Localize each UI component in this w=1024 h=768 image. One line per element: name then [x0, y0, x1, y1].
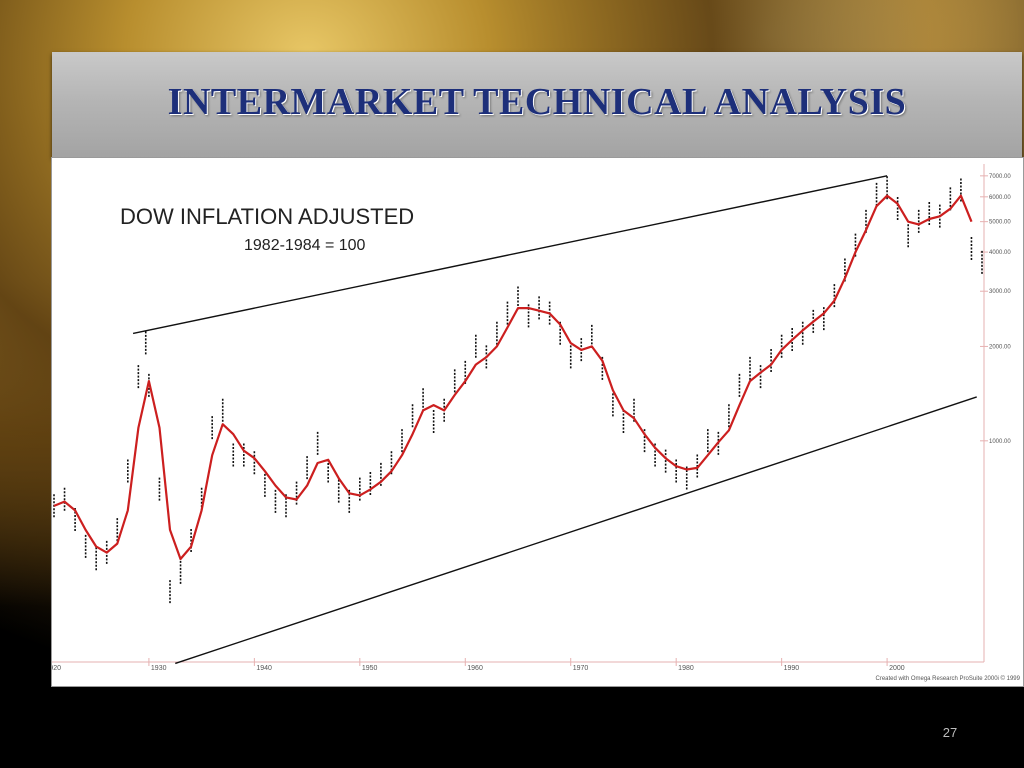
- lower-channel-line: [175, 396, 977, 665]
- x-tick-label: 1980: [678, 665, 694, 672]
- chart-subtitle: 1982-1984 = 100: [244, 237, 366, 254]
- y-tick-label: 1000.00: [989, 439, 1011, 445]
- x-tick-label: 1990: [784, 665, 800, 672]
- page-number: 27: [942, 725, 958, 740]
- trend-channel: [132, 175, 977, 665]
- dow-inflation-adjusted-chart: DOW INFLATION ADJUSTED 1982-1984 = 100 1…: [52, 158, 1023, 686]
- upper-channel-line: [132, 175, 888, 335]
- title-banner: [52, 52, 1022, 158]
- y-tick-label: 2000.00: [989, 344, 1011, 350]
- x-tick-label: 1930: [151, 665, 167, 672]
- y-tick-label: 4000.00: [989, 250, 1011, 256]
- moving-average-line: [53, 194, 973, 561]
- slide-title: INTERMARKET TECHNICAL ANALYSIS: [167, 81, 907, 123]
- x-tick-label: 1940: [256, 665, 272, 672]
- x-tick-label: 1970: [573, 665, 589, 672]
- x-tick-label: 2000: [889, 665, 905, 672]
- moving-average-series: [53, 194, 973, 561]
- y-tick-label: 7000.00: [989, 174, 1011, 180]
- chart-title: DOW INFLATION ADJUSTED: [120, 204, 414, 229]
- y-tick-label: 6000.00: [989, 195, 1011, 201]
- y-axis-ticks: 1000.00 2000.00 3000.00 4000.00 5000.00 6000.…: [980, 174, 1011, 445]
- y-tick-label: 3000.00: [989, 289, 1011, 295]
- x-tick-label: 1920: [52, 665, 61, 672]
- x-tick-label: 1950: [362, 665, 378, 672]
- x-axis-ticks: 1920 1930 1940 1950 1960 1970 1980 1990 2000: [52, 658, 905, 672]
- x-tick-label: 1960: [467, 665, 483, 672]
- chart-background: [52, 158, 1023, 686]
- chart-panel: DOW INFLATION ADJUSTED 1982-1984 = 100 1…: [52, 158, 1023, 686]
- chart-credit: Created with Omega Research ProSuite 200…: [875, 675, 1020, 682]
- y-tick-label: 5000.00: [989, 220, 1011, 226]
